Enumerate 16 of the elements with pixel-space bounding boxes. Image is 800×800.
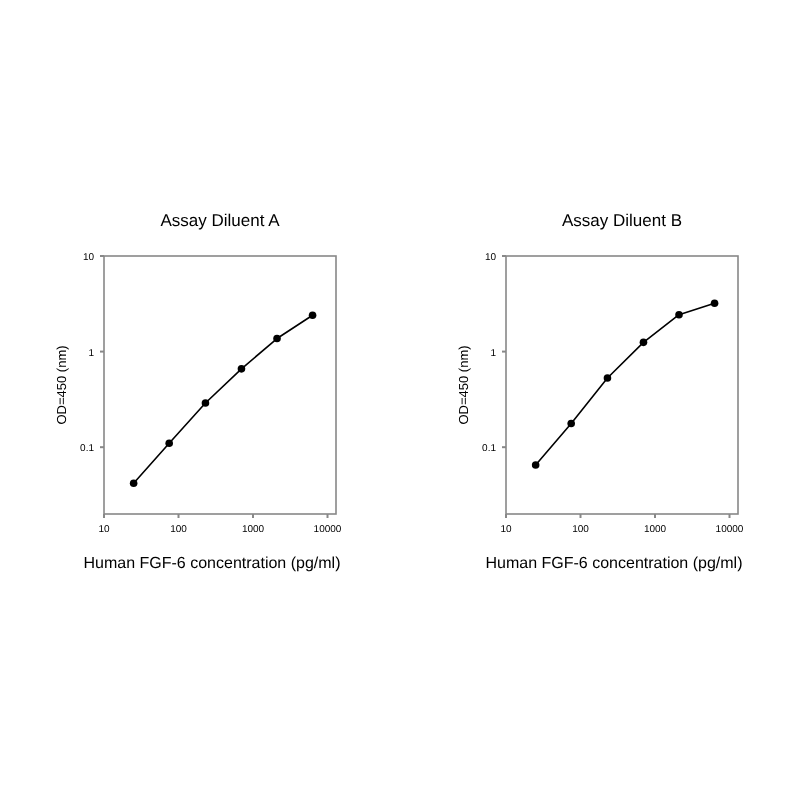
x-axis-title: Human FGF-6 concentration (pg/ml) [83,554,342,572]
chart-title: Assay Diluent B [562,210,683,230]
x-axis-title: Human FGF-6 concentration (pg/ml) [485,554,744,572]
point [675,310,683,319]
point [710,299,719,308]
point [165,439,173,448]
point [567,419,575,428]
point [603,374,612,382]
point [237,365,246,373]
point [201,399,210,407]
chart-title: Assay Diluent A [160,210,281,230]
point [639,338,648,347]
point [129,479,138,487]
point [308,311,317,320]
point [531,461,540,469]
point [273,334,281,343]
